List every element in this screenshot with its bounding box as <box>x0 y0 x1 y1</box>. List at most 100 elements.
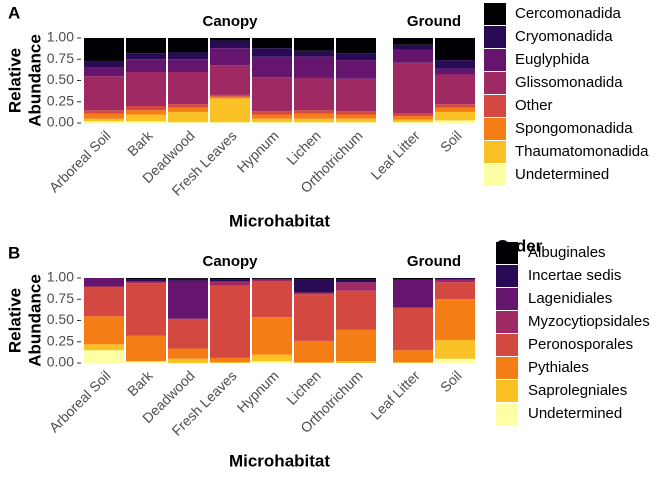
bar-segment <box>126 59 166 72</box>
bar-segment <box>336 361 376 363</box>
bar-segment <box>435 38 475 61</box>
bar-segment <box>168 348 208 359</box>
legend-swatch <box>496 288 518 310</box>
bar-segment <box>294 362 334 363</box>
bar-segment <box>435 358 475 363</box>
legend-label: Saprolegniales <box>528 382 627 399</box>
bar-segment <box>252 279 292 282</box>
bar-segment <box>168 122 208 123</box>
y-axis-title: Relative <box>5 48 24 113</box>
bar-segment <box>435 279 475 283</box>
x-tick-label: Lichen <box>283 367 323 407</box>
legend-label: Undetermined <box>528 405 622 422</box>
bar-segment <box>210 278 250 280</box>
bar-segment <box>252 361 292 363</box>
x-tick-label: Leaf Litter <box>367 127 423 183</box>
x-tick-label: Hypnum <box>234 127 282 175</box>
bar-segment <box>252 281 292 318</box>
bar-segment <box>126 279 166 282</box>
legend-swatch <box>484 164 506 186</box>
bar-segment <box>168 59 208 72</box>
legend-swatch <box>496 357 518 379</box>
bar-segment <box>336 282 376 291</box>
bar-segment <box>393 279 433 308</box>
legend-label: Glissomonadida <box>515 74 623 91</box>
bar-segment <box>126 335 166 362</box>
bar-segment <box>294 77 334 111</box>
legend-label: Myzocytiopsidales <box>528 313 650 330</box>
bar-segment <box>210 65 250 95</box>
y-axis-title: Abundance <box>25 274 44 367</box>
bar-segment <box>126 278 166 280</box>
legend-label: Pythiales <box>528 359 589 376</box>
y-tick-label: 0.25 <box>47 92 74 108</box>
bar-segment <box>336 118 376 123</box>
bar-segment <box>210 122 250 123</box>
bar-segment <box>435 278 475 280</box>
legend-swatch <box>484 118 506 140</box>
legend-label: Lagenidiales <box>528 290 612 307</box>
bar-segment <box>126 121 166 123</box>
x-tick-label: Arboreal Soil <box>46 367 114 435</box>
bar-segment <box>435 299 475 341</box>
bar-segment <box>84 121 124 123</box>
bar-segment <box>294 122 334 123</box>
bar-segment <box>126 361 166 363</box>
bar-segment <box>252 317 292 355</box>
bar-segment <box>252 38 292 49</box>
legend-swatch <box>484 49 506 71</box>
bar-segment <box>84 67 124 77</box>
bar-segment <box>252 118 292 123</box>
bar-segment <box>336 279 376 283</box>
panel-label: A <box>8 3 20 22</box>
legend-label: Undetermined <box>515 166 609 183</box>
legend-swatch <box>484 95 506 117</box>
bar-segment <box>210 285 250 358</box>
bar-segment <box>126 283 166 336</box>
bar-segment <box>168 111 208 123</box>
legend-swatch <box>484 3 506 25</box>
legend-label: Thaumatomonadida <box>515 143 649 160</box>
bar-segment <box>393 62 433 114</box>
bar-segment <box>393 116 433 120</box>
facet-title: Canopy <box>202 13 258 30</box>
bar-segment <box>210 281 250 286</box>
y-tick-label: 0.25 <box>47 332 74 348</box>
bar-segment <box>393 362 433 363</box>
bar-segment <box>84 60 124 68</box>
x-tick-label: Leaf Litter <box>367 367 423 423</box>
bar-segment <box>168 107 208 112</box>
bar-segment <box>168 38 208 53</box>
bar-segment <box>393 49 433 63</box>
x-tick-label: Soil <box>437 127 465 155</box>
facet-title: Ground <box>407 13 461 30</box>
bar-segment <box>336 53 376 61</box>
bar-segment <box>435 111 475 121</box>
x-tick-label: Arboreal Soil <box>46 127 114 195</box>
x-tick-label: Bark <box>124 367 156 399</box>
bar-segment <box>294 110 334 114</box>
bar-segment <box>210 38 250 41</box>
bar-segment <box>210 279 250 282</box>
bar-segment <box>294 279 334 293</box>
bar-segment <box>126 53 166 60</box>
bar-segment <box>393 350 433 363</box>
y-tick-label: 1.00 <box>47 269 74 285</box>
bar-segment <box>252 77 292 112</box>
legend-label: Peronosporales <box>528 336 633 353</box>
bar-segment <box>336 60 376 79</box>
bar-segment <box>435 104 475 108</box>
y-tick-label: 0.75 <box>47 290 74 306</box>
bar-segment <box>252 56 292 78</box>
y-tick-label: 0.50 <box>47 71 74 87</box>
bar-segment <box>168 72 208 105</box>
bar-segment <box>126 38 166 54</box>
bar-segment <box>435 282 475 300</box>
y-axis-title: Relative <box>5 288 24 353</box>
legend-swatch <box>496 380 518 402</box>
y-tick-label: 1.00 <box>47 29 74 45</box>
bar-segment <box>84 316 124 345</box>
y-tick-label: 0.50 <box>47 311 74 327</box>
x-axis-title: Microhabitat <box>229 211 330 230</box>
